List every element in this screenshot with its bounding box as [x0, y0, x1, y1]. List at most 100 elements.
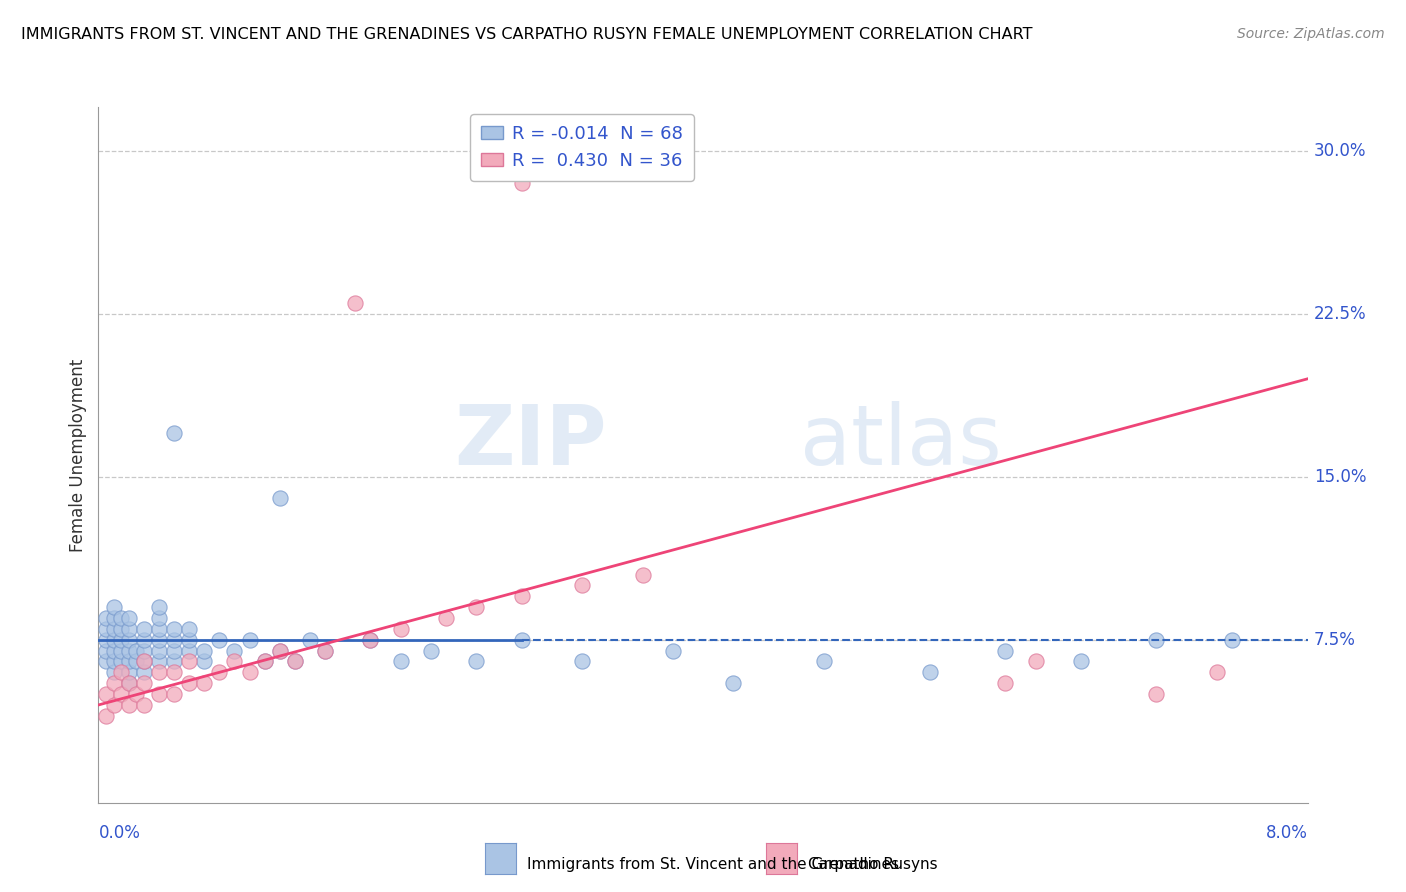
Point [813, 655, 835, 669]
Point [253, 655, 276, 669]
Point [94, 611, 117, 625]
Point [148, 687, 170, 701]
Point [94, 708, 117, 723]
Point [193, 676, 215, 690]
Text: 7.5%: 7.5% [1313, 631, 1355, 648]
Point [118, 655, 141, 669]
Point [132, 655, 155, 669]
Point [103, 600, 125, 615]
Text: 30.0%: 30.0% [1313, 142, 1367, 160]
Point [1144, 632, 1167, 647]
Point [163, 643, 186, 657]
Point [148, 632, 170, 647]
Point [344, 295, 367, 310]
Point [1144, 687, 1167, 701]
Point [132, 665, 155, 680]
Point [994, 643, 1017, 657]
Point [994, 676, 1017, 690]
Point [118, 698, 141, 712]
Point [193, 655, 215, 669]
Point [224, 643, 246, 657]
Point [118, 622, 141, 636]
Point [103, 665, 125, 680]
Point [179, 622, 201, 636]
Point [94, 622, 117, 636]
Point [284, 655, 307, 669]
Point [419, 643, 441, 657]
Point [94, 643, 117, 657]
Point [465, 600, 488, 615]
Point [110, 643, 132, 657]
Point [284, 655, 307, 669]
Point [110, 632, 132, 647]
Y-axis label: Female Unemployment: Female Unemployment [69, 359, 87, 551]
Text: 22.5%: 22.5% [1313, 304, 1367, 323]
Legend: R = -0.014  N = 68, R =  0.430  N = 36: R = -0.014 N = 68, R = 0.430 N = 36 [471, 114, 693, 181]
Point [103, 655, 125, 669]
Point [163, 687, 186, 701]
Point [118, 611, 141, 625]
Point [125, 655, 148, 669]
Point [1220, 632, 1243, 647]
Point [132, 643, 155, 657]
Point [118, 632, 141, 647]
Text: atlas: atlas [800, 401, 1001, 482]
Text: 8.0%: 8.0% [1265, 823, 1308, 842]
Point [148, 655, 170, 669]
Point [103, 698, 125, 712]
Point [132, 632, 155, 647]
Point [110, 665, 132, 680]
Point [465, 655, 488, 669]
Point [118, 665, 141, 680]
Text: Immigrants from St. Vincent and the Grenadines: Immigrants from St. Vincent and the Gren… [527, 857, 900, 871]
Point [125, 643, 148, 657]
Point [359, 632, 381, 647]
Point [179, 655, 201, 669]
Point [314, 643, 336, 657]
Point [110, 687, 132, 701]
Point [510, 589, 533, 603]
Point [434, 611, 457, 625]
Point [163, 622, 186, 636]
Text: 15.0%: 15.0% [1313, 467, 1367, 485]
Point [269, 643, 291, 657]
Point [571, 578, 593, 592]
Text: Carpatho Rusyns: Carpatho Rusyns [808, 857, 938, 871]
Point [510, 176, 533, 190]
Point [132, 698, 155, 712]
Point [94, 632, 117, 647]
Point [118, 676, 141, 690]
Point [148, 600, 170, 615]
Point [103, 622, 125, 636]
Point [510, 632, 533, 647]
Point [299, 632, 322, 647]
Point [208, 632, 231, 647]
Point [269, 491, 291, 506]
Point [103, 632, 125, 647]
Point [1024, 655, 1046, 669]
Point [118, 643, 141, 657]
Point [723, 676, 745, 690]
Point [132, 676, 155, 690]
Point [253, 655, 276, 669]
Point [110, 622, 132, 636]
Point [110, 655, 132, 669]
Point [389, 655, 412, 669]
Point [208, 665, 231, 680]
Point [110, 611, 132, 625]
Point [389, 622, 412, 636]
Point [1205, 665, 1229, 680]
Point [571, 655, 593, 669]
Point [118, 676, 141, 690]
Point [103, 676, 125, 690]
Point [163, 632, 186, 647]
Point [179, 632, 201, 647]
Point [132, 655, 155, 669]
Point [224, 655, 246, 669]
Point [163, 426, 186, 441]
Point [148, 665, 170, 680]
Point [918, 665, 941, 680]
Point [314, 643, 336, 657]
Point [661, 643, 683, 657]
Point [148, 611, 170, 625]
